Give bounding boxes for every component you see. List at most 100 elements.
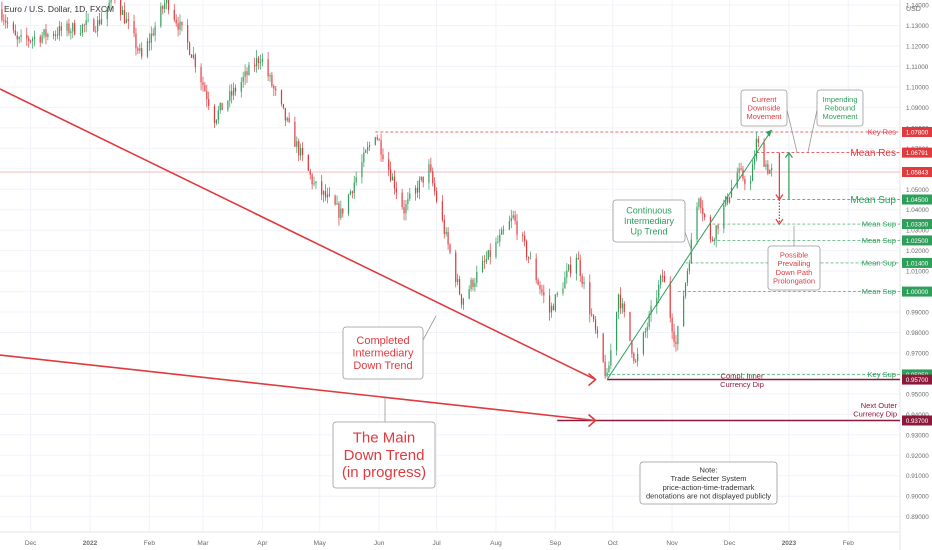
time-axis[interactable]: Dec 2022 Feb Mar Apr May Jun Jul Aug Sep Oct Nov Dec… xyxy=(25,540,854,547)
candle-body xyxy=(349,191,352,195)
candle-body xyxy=(696,206,698,240)
candle-body xyxy=(120,0,122,15)
candle-body xyxy=(633,353,635,361)
candle-body xyxy=(727,196,729,203)
candle-body xyxy=(338,203,340,218)
candle-body xyxy=(311,174,313,185)
candle-body xyxy=(650,306,652,315)
candle-body xyxy=(405,204,407,214)
price-tick-label: 0.98000 xyxy=(906,330,929,337)
trendline xyxy=(0,88,596,381)
candle-body xyxy=(489,250,491,258)
candle-body xyxy=(202,82,204,86)
candle-body xyxy=(458,278,461,295)
candle-body xyxy=(190,54,193,58)
callout-text: Downside xyxy=(748,103,781,112)
candle-body xyxy=(698,198,700,207)
candle-body xyxy=(700,198,702,209)
price-tick-label: 1.04000 xyxy=(906,207,929,214)
candle-body xyxy=(378,139,380,141)
candle-body xyxy=(552,305,555,311)
candle-body xyxy=(85,20,87,25)
trendline-arrowhead xyxy=(765,129,772,137)
candle-body xyxy=(98,20,101,25)
candle-body xyxy=(313,183,315,185)
candle-body xyxy=(254,64,256,67)
callout-text: Trade Selecter System xyxy=(671,474,747,483)
candle-body xyxy=(704,214,706,218)
candle-body xyxy=(661,275,664,277)
callout-text: Intermediary xyxy=(624,216,675,226)
candle-body xyxy=(165,0,168,4)
candle-body xyxy=(33,36,36,40)
candle-body xyxy=(72,23,74,32)
candle-body xyxy=(407,198,409,205)
candle-body xyxy=(66,23,68,31)
price-axis[interactable]: 0.89000 0.90000 0.91000 0.92000 0.93000 0.940… xyxy=(902,3,932,522)
candle-body xyxy=(529,258,532,260)
candle-body xyxy=(177,23,179,30)
candle-body xyxy=(93,19,95,32)
candle-body xyxy=(326,194,329,198)
candle-body xyxy=(267,59,269,77)
candle-body xyxy=(70,31,72,33)
candle-body xyxy=(550,305,553,313)
candle-body xyxy=(516,221,518,235)
candle-body xyxy=(474,282,476,287)
callout-box-note xyxy=(639,461,778,505)
candle-body xyxy=(255,57,258,67)
candle-body xyxy=(363,152,365,163)
candle-body xyxy=(428,164,430,183)
candle-body xyxy=(200,67,202,83)
candle-body xyxy=(554,294,556,311)
candle-body xyxy=(301,147,304,155)
candle-body xyxy=(435,191,438,202)
candle-body xyxy=(148,41,150,43)
trendline xyxy=(606,129,773,380)
candle-body xyxy=(388,159,390,170)
level-price-tag-text: 0.93700 xyxy=(906,418,929,425)
callout-text: Continuous xyxy=(626,206,672,216)
plain-label-compl-inner: Compl. Inner xyxy=(721,372,764,381)
candle-body xyxy=(340,208,342,218)
candle-body xyxy=(324,191,327,198)
candle-body xyxy=(206,91,208,100)
candle-body xyxy=(728,197,731,203)
price-tick-label: 1.13000 xyxy=(906,23,929,30)
candle-body xyxy=(497,241,499,243)
callout-text: Down Trend xyxy=(353,360,412,372)
candle-body xyxy=(296,141,298,147)
level-name-label: Mean Sup xyxy=(862,236,896,245)
candle-body xyxy=(487,250,489,260)
candle-body xyxy=(445,231,447,234)
candle-body xyxy=(583,282,585,285)
candle-body xyxy=(294,121,296,147)
candle-body xyxy=(660,275,662,285)
candle-body xyxy=(307,154,309,171)
candle-body xyxy=(336,203,338,205)
candle-body xyxy=(401,192,403,208)
candle-body xyxy=(522,234,524,236)
candle-body xyxy=(248,64,250,76)
candle-body xyxy=(686,270,689,283)
candle-body xyxy=(535,258,537,281)
candle-body xyxy=(455,252,457,283)
candle-body xyxy=(39,36,41,43)
candle-body xyxy=(619,294,622,309)
price-tick-label: 1.11000 xyxy=(906,64,929,71)
candle-body xyxy=(725,196,727,206)
candle-body xyxy=(164,3,166,9)
candle-body xyxy=(711,239,713,241)
candle-body xyxy=(767,164,769,174)
level-price-tag xyxy=(902,374,932,385)
trendline xyxy=(0,354,596,422)
callout-text: Note: xyxy=(700,466,718,475)
candle-body xyxy=(570,264,572,274)
candle-body xyxy=(376,137,378,140)
candle-body xyxy=(663,276,666,283)
price-tick-label: 1.02000 xyxy=(906,248,929,255)
candle-body xyxy=(391,176,394,181)
candle-body xyxy=(395,188,397,193)
candle-body xyxy=(227,100,229,111)
